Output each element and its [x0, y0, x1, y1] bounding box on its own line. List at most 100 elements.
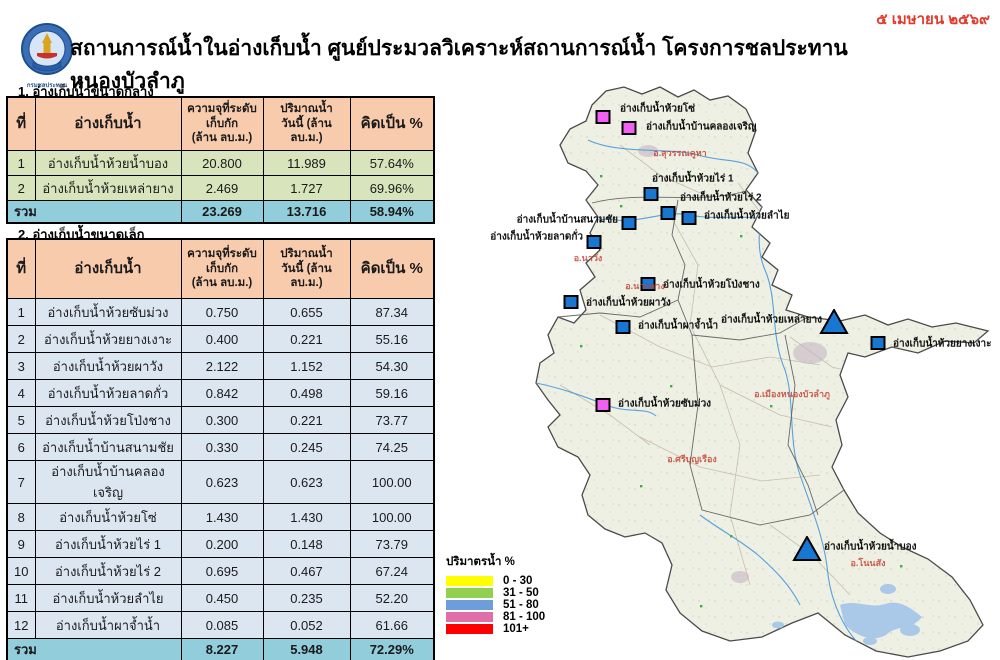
legend-row: 31 - 50	[446, 587, 606, 599]
reservoir-marker-label: อ่างเก็บน้ำห้วยไร่ 2	[680, 192, 762, 204]
district-label: อ.โนนสัง	[850, 558, 886, 568]
reservoir-marker-label: อ่างเก็บน้ำผาจ้ำน้ำ	[638, 320, 719, 332]
table-cell: อ่างเก็บน้ำห้วยเหล่ายาง	[34, 175, 182, 201]
table-cell: 0.400	[180, 325, 264, 353]
table-cell: 1	[6, 150, 36, 176]
reservoir-marker-square	[681, 211, 697, 225]
table-cell: 0.221	[262, 406, 351, 434]
total-value: 8.227	[180, 638, 264, 660]
legend-row: 0 - 30	[446, 574, 606, 587]
table-cell: 1	[6, 298, 36, 326]
table-cell: 0.695	[180, 557, 264, 585]
total-label: รวม	[6, 200, 182, 224]
district-label: อ.สุวรรณคูหา	[653, 148, 707, 158]
medium-reservoir-table: ที่ อ่างเก็บน้ำ ความจุที่ระดับ เก็บกัก (ล้…	[6, 96, 435, 224]
reservoir-marker-label: อ่างเก็บน้ำห้วยผาวัง	[586, 297, 671, 309]
small-reservoir-table: ที่ อ่างเก็บน้ำ ความจุที่ระดับ เก็บกัก (ล้…	[6, 238, 435, 660]
table-cell: 100.00	[349, 460, 435, 504]
table-cell: 1.152	[262, 352, 351, 380]
reservoir-marker-square	[595, 110, 611, 124]
column-header: ที่	[6, 96, 36, 151]
table-cell: อ่างเก็บน้ำห้วยไร่ 1	[34, 530, 182, 558]
legend-label: 101+	[503, 622, 529, 635]
reservoir-marker-square	[621, 216, 637, 230]
table-cell: อ่างเก็บน้ำห้วยผาวัง	[34, 352, 182, 380]
column-header: ปริมาณน้ำ วันนี้ (ล้าน ลบ.ม.)	[262, 238, 351, 299]
table-cell: 6	[6, 433, 36, 461]
table-cell: 0.623	[180, 460, 264, 504]
table-cell: 0.330	[180, 433, 264, 461]
district-label: อ.ศรีบุญเรือง	[667, 454, 717, 464]
legend-label: 0 - 30	[503, 574, 533, 587]
total-row: รวม 8.227 5.948 72.29%	[6, 638, 435, 660]
rid-logo: กรมชลประทาน	[18, 22, 76, 90]
column-header: อ่างเก็บน้ำ	[34, 96, 182, 151]
legend-swatch	[446, 611, 493, 622]
table-row: 3 อ่างเก็บน้ำห้วยผาวัง 2.122 1.152 54.30	[6, 352, 435, 380]
reservoir-marker-label: อ่างเก็บน้ำห้วยเหล่ายาง	[721, 314, 822, 326]
table-cell: 73.77	[349, 406, 435, 434]
table-cell: 0.842	[180, 379, 264, 407]
table-row: 11 อ่างเก็บน้ำห้วยลำไย 0.450 0.235 52.20	[6, 584, 435, 612]
table-cell: 8	[6, 503, 36, 531]
table-cell: 0.450	[180, 584, 264, 612]
table-cell: 12	[6, 611, 36, 639]
legend-title: ปริมาตรน้ำ %	[446, 556, 515, 568]
reservoir-marker-label: อ่างเก็บน้ำห้วยลาดกั่ว	[490, 231, 583, 243]
column-header: ที่	[6, 238, 36, 299]
table-cell: 100.00	[349, 503, 435, 531]
reservoir-marker-label: อ่างเก็บน้ำห้วยน้ำบอง	[824, 541, 917, 553]
table-row: 4 อ่างเก็บน้ำห้วยลาดกั่ว 0.842 0.498 59.16	[6, 379, 435, 407]
table-cell: 0.655	[262, 298, 351, 326]
table-row: 5 อ่างเก็บน้ำห้วยโป่งชาง 0.300 0.221 73.77	[6, 406, 435, 434]
column-header: คิดเป็น %	[349, 238, 435, 299]
table-cell: อ่างเก็บน้ำห้วยน้ำบอง	[34, 150, 182, 176]
table-cell: 5	[6, 406, 36, 434]
table-cell: อ่างเก็บน้ำห้วยโป่งชาง	[34, 406, 182, 434]
table-cell: 20.800	[180, 150, 264, 176]
legend-label: 81 - 100	[503, 610, 546, 623]
reservoir-marker-square	[640, 277, 656, 291]
reservoir-marker-label: อ่างเก็บน้ำห้วยลำไย	[704, 210, 790, 222]
table-cell: 74.25	[349, 433, 435, 461]
total-value: 5.948	[262, 638, 351, 660]
reservoir-marker-label: อ่างเก็บน้ำบ้านสนามชัย	[516, 214, 618, 226]
table-cell: 1.430	[180, 503, 264, 531]
total-value: 72.29%	[349, 638, 435, 660]
reservoir-marker-triangle	[792, 534, 822, 562]
total-value: 58.94%	[349, 200, 435, 224]
table-cell: 0.052	[262, 611, 351, 639]
table-cell: อ่างเก็บน้ำห้วยลำไย	[34, 584, 182, 612]
table-row: 2 อ่างเก็บน้ำห้วยเหล่ายาง 2.469 1.727 69.96%	[6, 175, 435, 201]
table-cell: 9	[6, 530, 36, 558]
table-cell: 2.122	[180, 352, 264, 380]
table-cell: อ่างเก็บน้ำบ้านคลองเจริญ	[34, 460, 182, 504]
column-header: ปริมาณน้ำ วันนี้ (ล้าน ลบ.ม.)	[262, 96, 351, 151]
table-cell: 87.34	[349, 298, 435, 326]
table-cell: 0.085	[180, 611, 264, 639]
rid-logo-emblem	[21, 23, 73, 75]
table-cell: 0.200	[180, 530, 264, 558]
reservoir-marker-label: อ่างเก็บน้ำห้วยซับม่วง	[618, 398, 712, 410]
table-cell: อ่างเก็บน้ำห้วยไร่ 2	[34, 557, 182, 585]
logo-caption: กรมชลประทาน	[26, 83, 68, 89]
table-row: 9 อ่างเก็บน้ำห้วยไร่ 1 0.200 0.148 73.79	[6, 530, 435, 558]
reservoir-marker-square	[563, 295, 579, 309]
reservoir-marker-square	[586, 235, 602, 249]
table-row: 2 อ่างเก็บน้ำห้วยยางเงาะ 0.400 0.221 55.16	[6, 325, 435, 353]
reservoir-marker-triangle	[819, 307, 849, 335]
reservoir-marker-square	[595, 398, 611, 412]
table-row: 8 อ่างเก็บน้ำห้วยโซ่ 1.430 1.430 100.00	[6, 503, 435, 531]
table-cell: อ่างเก็บน้ำห้วยซับม่วง	[34, 298, 182, 326]
column-header: ความจุที่ระดับ เก็บกัก (ล้าน ลบ.ม.)	[180, 96, 264, 151]
district-label: อ.เมืองหนองบัวลำภู	[754, 389, 830, 399]
district-label: อ.นากลาง	[625, 281, 665, 291]
table-cell: 1.727	[262, 175, 351, 201]
table-cell: 0.750	[180, 298, 264, 326]
table-cell: 59.16	[349, 379, 435, 407]
table-cell: 2	[6, 325, 36, 353]
table-row: 12 อ่างเก็บน้ำผาจ้ำน้ำ 0.085 0.052 61.66	[6, 611, 435, 639]
table-row: 10 อ่างเก็บน้ำห้วยไร่ 2 0.695 0.467 67.24	[6, 557, 435, 585]
reservoir-marker-square	[615, 320, 631, 334]
